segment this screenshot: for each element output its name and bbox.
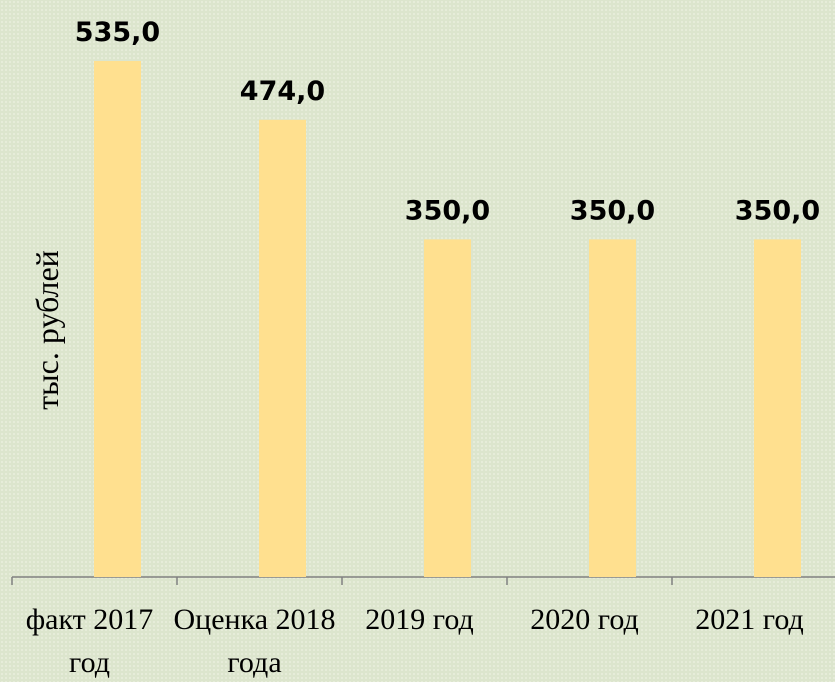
data-label: 474,0 bbox=[240, 76, 325, 107]
x-tick-label: 2021 год bbox=[695, 603, 804, 636]
bar bbox=[94, 60, 141, 578]
data-label: 350,0 bbox=[405, 195, 490, 226]
x-tick-label: Оценка 2018 года bbox=[173, 603, 336, 679]
bar bbox=[259, 119, 306, 578]
data-label: 350,0 bbox=[570, 195, 655, 226]
bar bbox=[424, 239, 471, 578]
bar bbox=[589, 239, 636, 578]
x-tick-label: факт 2017 год bbox=[25, 603, 154, 679]
y-axis-label: тыс. рублей bbox=[29, 250, 65, 410]
x-tick-label: 2020 год bbox=[530, 603, 639, 636]
bar bbox=[754, 239, 801, 578]
data-label: 535,0 bbox=[75, 17, 160, 48]
data-label: 350,0 bbox=[735, 195, 820, 226]
x-tick-label: 2019 год bbox=[365, 603, 474, 636]
